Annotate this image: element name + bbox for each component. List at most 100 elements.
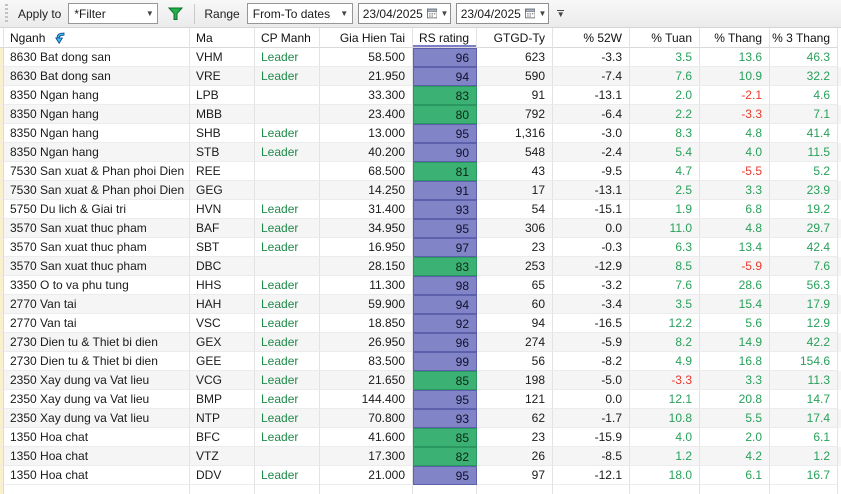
cell-cp_manh[interactable]: Leader: [255, 67, 320, 86]
cell-nganh[interactable]: 3570 San xuat thuc pham: [4, 238, 190, 257]
cell-w52[interactable]: -5.0: [553, 371, 630, 390]
cell-tuan[interactable]: 4.0: [630, 428, 700, 447]
cell-rs[interactable]: 85: [413, 428, 477, 447]
cell-thang3[interactable]: 7.1: [770, 105, 838, 124]
cell-nganh[interactable]: 2350 Xay dung va Vat lieu: [4, 390, 190, 409]
cell-cp_manh[interactable]: Leader: [255, 314, 320, 333]
cell-rs[interactable]: 82: [413, 447, 477, 466]
cell-gia[interactable]: 18.850: [320, 314, 413, 333]
cell-nganh[interactable]: 5750 Du lich & Giai tri: [4, 200, 190, 219]
cell-ma[interactable]: REE: [190, 162, 255, 181]
table-row[interactable]: 1350 Hoa chat DDV Leader 21.000 95 97 -12.1 18.…: [0, 466, 841, 485]
table-row[interactable]: 1350 Hoa chat VTZ 17.300 82 26 -8.5 1.2 4.2 1.2: [0, 447, 841, 466]
cell-tuan[interactable]: 8.2: [630, 333, 700, 352]
cell-nganh[interactable]: 2350 Xay dung va Vat lieu: [4, 371, 190, 390]
cell-w52[interactable]: -5.9: [553, 333, 630, 352]
cell-cp_manh[interactable]: [255, 257, 320, 276]
cell-thang3[interactable]: 17.9: [770, 295, 838, 314]
cell-cp_manh[interactable]: [255, 181, 320, 200]
cell-nganh[interactable]: 3570 San xuat thuc pham: [4, 257, 190, 276]
cell-thang[interactable]: 28.6: [700, 276, 770, 295]
cell-cp_manh[interactable]: [255, 162, 320, 181]
cell-gia[interactable]: 11.300: [320, 276, 413, 295]
cell-ma[interactable]: VCG: [190, 371, 255, 390]
cell-w52[interactable]: -8.2: [553, 352, 630, 371]
cell-thang[interactable]: 20.8: [700, 390, 770, 409]
cell-gia[interactable]: 13.000: [320, 124, 413, 143]
cell-gtgd[interactable]: 548: [477, 143, 553, 162]
cell-tuan[interactable]: 5.4: [630, 143, 700, 162]
table-row[interactable]: 2730 Dien tu & Thiet bi dien GEX Leader 26.…: [0, 333, 841, 352]
cell-cp_manh[interactable]: Leader: [255, 48, 320, 67]
cell-cp_manh[interactable]: [255, 86, 320, 105]
cell-tuan[interactable]: 2.2: [630, 105, 700, 124]
cell-rs[interactable]: 83: [413, 86, 477, 105]
range-select[interactable]: From-To dates ▼: [246, 3, 353, 24]
cell-ma[interactable]: NTP: [190, 409, 255, 428]
cell-gtgd[interactable]: 306: [477, 219, 553, 238]
cell-ma[interactable]: GEE: [190, 352, 255, 371]
calendar-icon[interactable]: [426, 8, 438, 19]
chevron-down-icon[interactable]: ▼: [340, 9, 349, 18]
cell-ma[interactable]: BMP: [190, 390, 255, 409]
cell-rs[interactable]: 92: [413, 314, 477, 333]
cell-cp_manh[interactable]: Leader: [255, 124, 320, 143]
column-header-52w[interactable]: % 52W: [553, 28, 630, 48]
cell-gia[interactable]: 41.600: [320, 428, 413, 447]
cell-thang[interactable]: -5.5: [700, 162, 770, 181]
cell-cp_manh[interactable]: Leader: [255, 352, 320, 371]
cell-rs[interactable]: 96: [413, 333, 477, 352]
cell-thang3[interactable]: 7.6: [770, 257, 838, 276]
cell-thang[interactable]: 3.3: [700, 371, 770, 390]
cell-thang3[interactable]: 29.7: [770, 219, 838, 238]
cell-ma[interactable]: STB: [190, 143, 255, 162]
cell-gtgd[interactable]: 56: [477, 352, 553, 371]
cell-w52[interactable]: -12.1: [553, 466, 630, 485]
cell-ma[interactable]: DDV: [190, 466, 255, 485]
cell-thang[interactable]: 14.9: [700, 333, 770, 352]
column-header-gtgd-ty[interactable]: GTGD-Ty: [477, 28, 553, 48]
cell-rs[interactable]: 93: [413, 200, 477, 219]
cell-gia[interactable]: 31.400: [320, 200, 413, 219]
cell-gtgd[interactable]: 792: [477, 105, 553, 124]
cell-thang[interactable]: 4.8: [700, 124, 770, 143]
cell-thang3[interactable]: 42.2: [770, 333, 838, 352]
cell-thang3[interactable]: 17.4: [770, 409, 838, 428]
cell-nganh[interactable]: 2770 Van tai: [4, 314, 190, 333]
chevron-down-icon[interactable]: ▼: [145, 9, 154, 18]
cell-tuan[interactable]: 2.5: [630, 181, 700, 200]
cell-ma[interactable]: LPB: [190, 86, 255, 105]
cell-rs[interactable]: 94: [413, 67, 477, 86]
table-row[interactable]: 8350 Ngan hang STB Leader 40.200 90 548 -2.4 5.…: [0, 143, 841, 162]
cell-thang3[interactable]: 32.2: [770, 67, 838, 86]
column-header-thang[interactable]: % Thang: [700, 28, 770, 48]
cell-thang[interactable]: 13.6: [700, 48, 770, 67]
cell-rs[interactable]: 80: [413, 105, 477, 124]
cell-ma[interactable]: HAH: [190, 295, 255, 314]
cell-nganh[interactable]: 7530 San xuat & Phan phoi Dien: [4, 181, 190, 200]
cell-nganh[interactable]: 8630 Bat dong san: [4, 67, 190, 86]
table-row[interactable]: 2350 Xay dung va Vat lieu BMP Leader 144.40…: [0, 390, 841, 409]
cell-rs[interactable]: 99: [413, 352, 477, 371]
table-row[interactable]: 3570 San xuat thuc pham SBT Leader 16.950 97…: [0, 238, 841, 257]
cell-nganh[interactable]: 2770 Van tai: [4, 295, 190, 314]
cell-gtgd[interactable]: 43: [477, 162, 553, 181]
cell-gia[interactable]: 21.950: [320, 67, 413, 86]
cell-rs[interactable]: 90: [413, 143, 477, 162]
cell-ma[interactable]: VHM: [190, 48, 255, 67]
cell-cp_manh[interactable]: Leader: [255, 295, 320, 314]
filter-select[interactable]: *Filter ▼: [68, 3, 159, 24]
cell-cp_manh[interactable]: Leader: [255, 276, 320, 295]
cell-w52[interactable]: -9.5: [553, 162, 630, 181]
cell-rs[interactable]: 95: [413, 390, 477, 409]
cell-cp_manh[interactable]: Leader: [255, 466, 320, 485]
cell-ma[interactable]: SHB: [190, 124, 255, 143]
cell-gtgd[interactable]: 23: [477, 238, 553, 257]
table-row[interactable]: 2770 Van tai HAH Leader 59.900 94 60 -3.4 3.5 15…: [0, 295, 841, 314]
table-row[interactable]: 2350 Xay dung va Vat lieu NTP Leader 70.800…: [0, 409, 841, 428]
cell-w52[interactable]: -15.1: [553, 200, 630, 219]
cell-thang3[interactable]: 16.7: [770, 466, 838, 485]
cell-thang3[interactable]: 5.2: [770, 162, 838, 181]
column-header-nganh[interactable]: Nganh: [4, 28, 190, 48]
cell-gia[interactable]: 33.300: [320, 86, 413, 105]
